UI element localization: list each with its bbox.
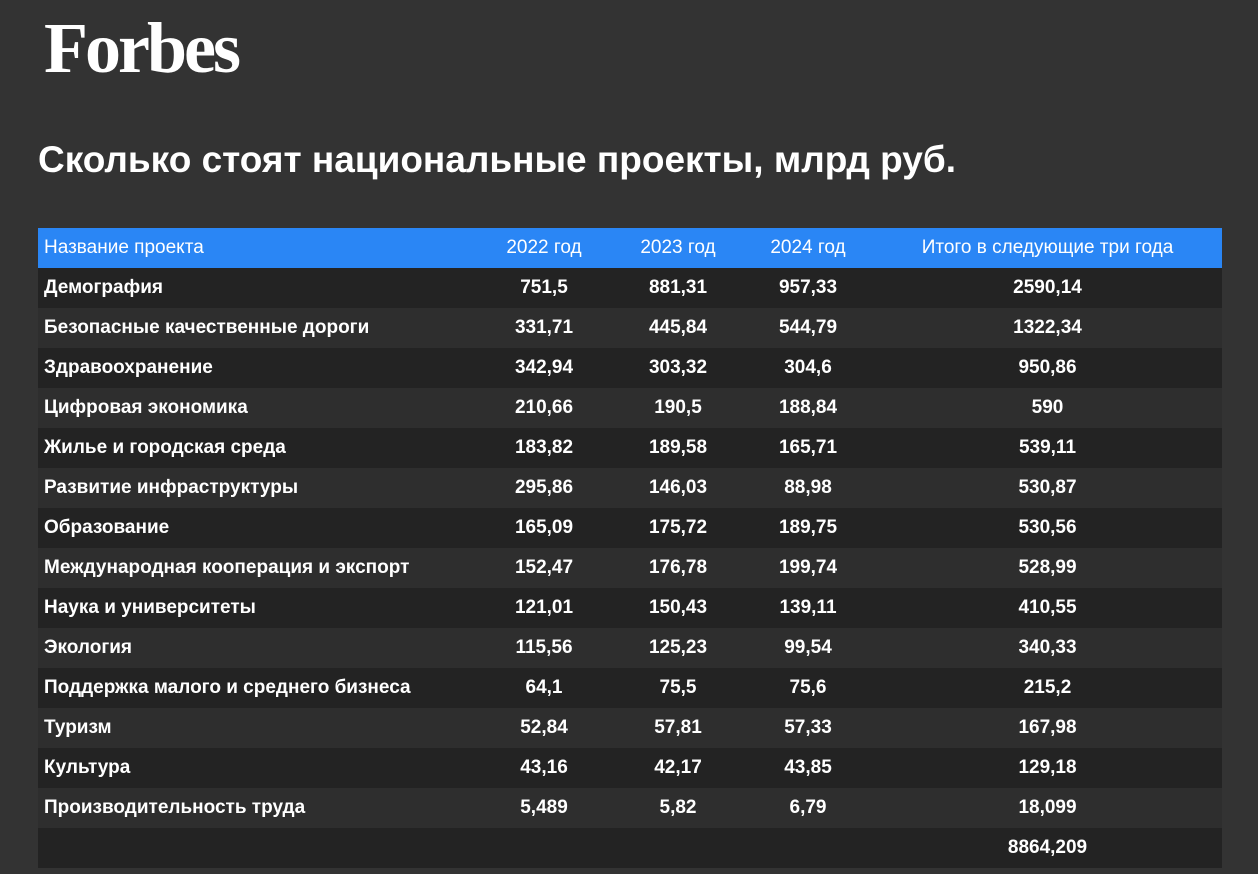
value-cell: 57,81 [654, 717, 702, 738]
value-cell: 1322,34 [1013, 317, 1082, 338]
value-cell: 165,71 [778, 437, 838, 458]
table-row: Культура 43,16 42,17 43,85 129,18 [38, 748, 1222, 788]
value-cell: 410,55 [1018, 597, 1077, 618]
column-header: 2023 год [640, 237, 716, 258]
value-cell: 125,23 [648, 637, 708, 658]
value-cell: 57,33 [784, 717, 832, 738]
table-row: Наука и университеты 121,01 150,43 139,11 41… [38, 588, 1222, 628]
table-header-row: Название проекта 2022 год 2023 год 2024 … [38, 228, 1222, 268]
value-cell: 5,82 [659, 797, 697, 818]
value-cell: 42,17 [654, 757, 702, 778]
value-cell: 342,94 [514, 357, 574, 378]
value-cell: 43,16 [520, 757, 568, 778]
project-name-cell: Безопасные качественные дороги [44, 317, 370, 338]
value-cell: 99,54 [784, 637, 832, 658]
table-row: Здравоохранение 342,94 303,32 304,6 950,86 [38, 348, 1222, 388]
value-cell: 6,79 [789, 797, 827, 818]
project-name-cell: Производительность труда [44, 797, 306, 818]
table-row: Демография 751,5 881,31 957,33 2590,14 [38, 268, 1222, 308]
value-cell: 881,31 [648, 277, 708, 298]
value-cell: 210,66 [514, 397, 574, 418]
value-cell: 957,33 [778, 277, 838, 298]
value-cell: 88,98 [784, 477, 832, 498]
value-cell: 43,85 [784, 757, 832, 778]
project-name-cell: Образование [44, 517, 170, 538]
value-cell: 5,489 [520, 797, 568, 818]
value-cell: 189,75 [778, 517, 838, 538]
value-cell: 165,09 [514, 517, 574, 538]
value-cell: 75,6 [789, 677, 827, 698]
value-cell: 167,98 [1018, 717, 1077, 738]
value-cell: 950,86 [1018, 357, 1077, 378]
value-cell: 146,03 [648, 477, 708, 498]
data-table: Название проекта 2022 год 2023 год 2024 … [38, 228, 1222, 868]
project-name-cell: Наука и университеты [44, 597, 256, 618]
project-name-cell: Здравоохранение [44, 357, 213, 378]
value-cell: 528,99 [1018, 557, 1077, 578]
value-cell: 340,33 [1018, 637, 1077, 658]
table-total-row: 8864,209 [38, 828, 1222, 868]
value-cell: 751,5 [520, 277, 568, 298]
value-cell: 539,11 [1018, 437, 1077, 458]
chart-title: Сколько стоят национальные проекты, млрд… [38, 139, 956, 180]
column-header: Итого в следующие три года [921, 237, 1174, 258]
value-cell: 199,74 [778, 557, 838, 578]
value-cell: 152,47 [514, 557, 574, 578]
table-row: Развитие инфраструктуры 295,86 146,03 88,98… [38, 468, 1222, 508]
value-cell: 115,56 [515, 637, 573, 658]
value-cell: 183,82 [514, 437, 574, 458]
project-name-cell: Культура [44, 757, 131, 778]
value-cell: 64,1 [525, 677, 563, 698]
table-row: Производительность труда 5,489 5,82 6,79 18,… [38, 788, 1222, 828]
table-row: Экология 115,56 125,23 99,54 340,33 [38, 628, 1222, 668]
value-cell: 75,5 [659, 677, 697, 698]
project-name-cell: Экология [44, 637, 133, 658]
table-body: Демография 751,5 881,31 957,33 2590,14 Безопа… [38, 268, 1222, 828]
value-cell: 303,32 [648, 357, 708, 378]
value-cell: 2590,14 [1013, 277, 1082, 298]
table-row: Международная кооперация и экспорт 152,47… [38, 548, 1222, 588]
value-cell: 188,84 [778, 397, 838, 418]
project-name-cell: Развитие инфраструктуры [44, 477, 299, 498]
project-name-cell: Поддержка малого и среднего бизнеса [44, 677, 411, 698]
project-name-cell: Жилье и городская среда [44, 437, 286, 458]
table-row: Образование 165,09 175,72 189,75 530,56 [38, 508, 1222, 548]
table-row: Туризм 52,84 57,81 57,33 167,98 [38, 708, 1222, 748]
column-header: 2024 год [770, 237, 846, 258]
value-cell: 129,18 [1018, 757, 1077, 778]
value-cell: 544,79 [778, 317, 838, 338]
project-name-cell: Туризм [44, 717, 112, 738]
value-cell: 331,71 [514, 317, 574, 338]
column-header: 2022 год [506, 237, 582, 258]
value-cell: 304,6 [784, 357, 832, 378]
value-cell: 150,43 [648, 597, 708, 618]
value-cell: 215,2 [1023, 677, 1072, 698]
table-row: Цифровая экономика 210,66 190,5 188,84 590 [38, 388, 1222, 428]
value-cell: 189,58 [648, 437, 708, 458]
value-cell: 52,84 [520, 717, 568, 738]
forbes-logo: Forbes [44, 8, 241, 88]
project-name-cell: Цифровая экономика [44, 397, 248, 418]
project-name-cell: Демография [44, 277, 163, 298]
value-cell: 445,84 [648, 317, 708, 338]
value-cell: 190,5 [654, 397, 702, 418]
value-cell: 295,86 [514, 477, 574, 498]
total-value: 8864,209 [1007, 837, 1088, 858]
value-cell: 530,87 [1018, 477, 1077, 498]
value-cell: 175,72 [648, 517, 708, 538]
value-cell: 121,01 [514, 597, 574, 618]
value-cell: 176,78 [648, 557, 708, 578]
project-name-cell: Международная кооперация и экспорт [44, 557, 410, 578]
table-row: Поддержка малого и среднего бизнеса 64,1 7… [38, 668, 1222, 708]
value-cell: 590 [1031, 397, 1064, 418]
value-cell: 530,56 [1018, 517, 1077, 538]
column-header: Название проекта [44, 237, 204, 258]
value-cell: 139,11 [779, 597, 837, 618]
value-cell: 18,099 [1018, 797, 1077, 818]
table-row: Безопасные качественные дороги 331,71 445,… [38, 308, 1222, 348]
table-row: Жилье и городская среда 183,82 189,58 165,7… [38, 428, 1222, 468]
